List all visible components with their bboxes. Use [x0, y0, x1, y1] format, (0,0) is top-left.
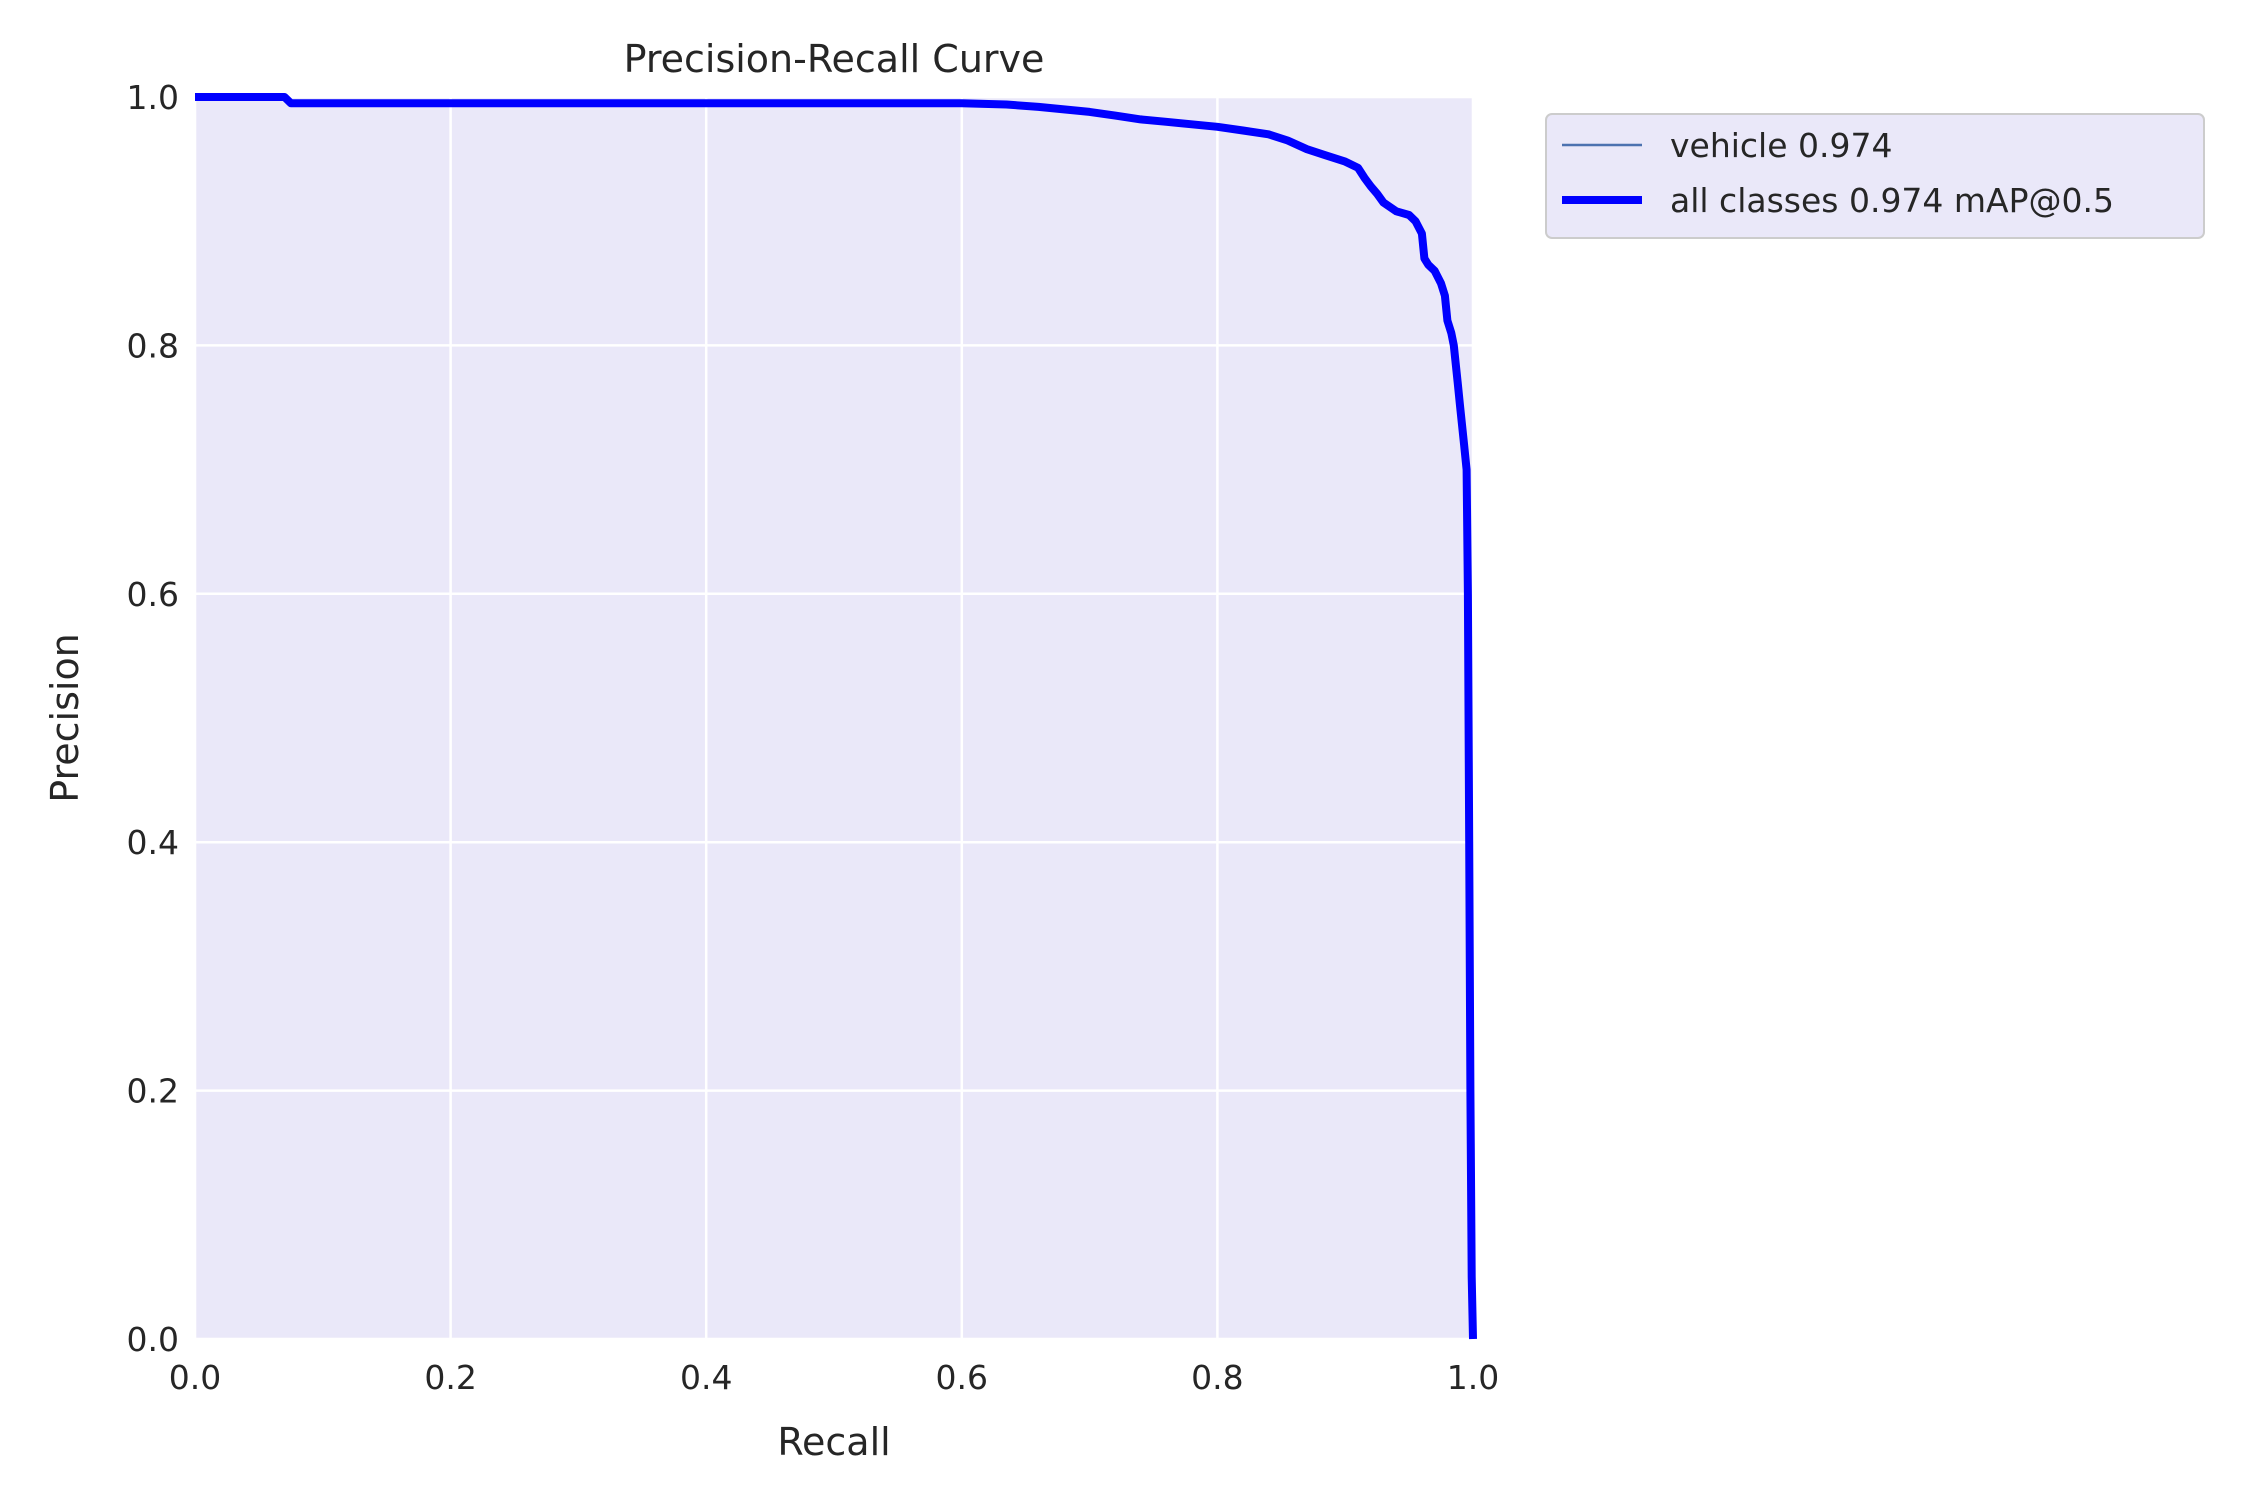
x-axis-label: Recall — [777, 1420, 890, 1464]
legend-label-vehicle: vehicle 0.974 — [1670, 126, 1893, 165]
y-axis-label: Precision — [43, 633, 87, 803]
series-line-all-classes — [195, 93, 1477, 1340]
legend-label-all-classes: all classes 0.974 mAP@0.5 — [1670, 181, 2114, 220]
x-tick-label: 1.0 — [1447, 1358, 1499, 1397]
y-tick-label: 0.0 — [127, 1320, 179, 1359]
x-tick-label: 0.8 — [1191, 1358, 1243, 1397]
y-tick-label: 1.0 — [127, 78, 179, 117]
chart-title: Precision-Recall Curve — [624, 37, 1045, 81]
x-tick-label: 0.4 — [680, 1358, 732, 1397]
x-tick-label: 0.0 — [169, 1358, 221, 1397]
series-layer — [195, 93, 1477, 1340]
tick-labels: 0.0 0.2 0.4 0.6 0.8 1.0 0.0 0.2 0.4 0.6 0.8 1.0 — [127, 78, 1500, 1397]
plot-background — [195, 97, 1473, 1339]
legend-box — [1545, 113, 2205, 239]
legend: vehicle 0.974 all classes 0.974 mAP@0.5 — [1545, 113, 2205, 239]
y-tick-label: 0.6 — [127, 575, 179, 614]
grid-lines — [193, 95, 1475, 1341]
x-tick-label: 0.6 — [936, 1358, 988, 1397]
y-tick-label: 0.2 — [127, 1072, 179, 1111]
y-tick-label: 0.4 — [127, 823, 179, 862]
y-tick-label: 0.8 — [127, 326, 179, 365]
x-tick-label: 0.2 — [424, 1358, 476, 1397]
